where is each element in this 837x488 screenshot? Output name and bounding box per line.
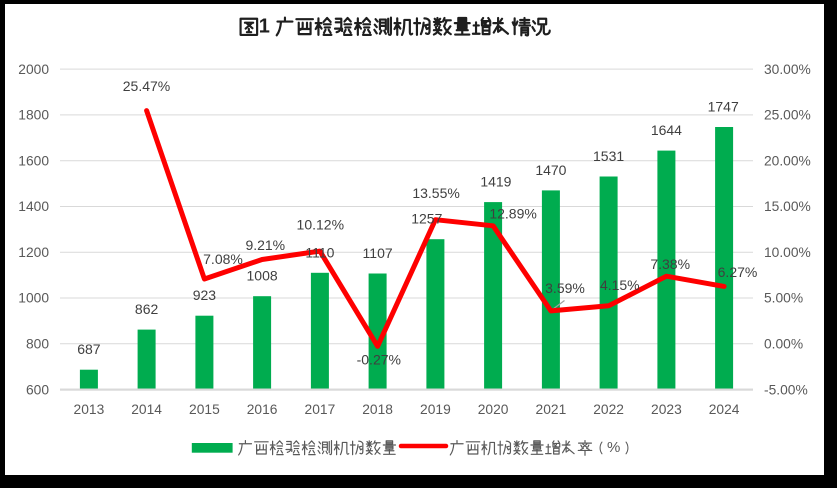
- svg-text:923: 923: [193, 287, 217, 303]
- svg-text:2020: 2020: [478, 402, 509, 417]
- svg-text:1800: 1800: [18, 108, 49, 123]
- svg-text:15.00%: 15.00%: [764, 199, 811, 214]
- svg-text:1008: 1008: [247, 268, 278, 284]
- svg-text:2016: 2016: [247, 402, 278, 417]
- svg-text:2022: 2022: [593, 402, 624, 417]
- svg-text:7.08%: 7.08%: [203, 251, 243, 267]
- svg-text:862: 862: [135, 301, 159, 317]
- svg-text:1531: 1531: [593, 148, 624, 164]
- svg-text:2000: 2000: [18, 62, 49, 77]
- svg-text:2018: 2018: [362, 402, 393, 417]
- svg-text:1000: 1000: [18, 291, 49, 306]
- svg-text:1644: 1644: [651, 122, 682, 138]
- svg-text:2024: 2024: [709, 402, 740, 417]
- svg-text:2023: 2023: [651, 402, 682, 417]
- svg-text:1747: 1747: [708, 99, 739, 115]
- svg-text:1257: 1257: [411, 211, 442, 227]
- svg-text:5.00%: 5.00%: [764, 291, 803, 306]
- svg-text:25.47%: 25.47%: [123, 78, 170, 94]
- svg-text:1600: 1600: [18, 153, 49, 168]
- svg-text:3.59%: 3.59%: [545, 280, 585, 296]
- svg-text:10.12%: 10.12%: [297, 217, 344, 233]
- svg-text:30.00%: 30.00%: [764, 62, 811, 77]
- svg-text:2015: 2015: [189, 402, 220, 417]
- svg-text:2017: 2017: [305, 402, 336, 417]
- svg-text:-5.00%: -5.00%: [764, 382, 808, 397]
- svg-text:1400: 1400: [18, 199, 49, 214]
- svg-text:9.21%: 9.21%: [245, 237, 285, 253]
- svg-text:2021: 2021: [536, 402, 567, 417]
- svg-text:600: 600: [26, 382, 49, 397]
- svg-text:12.89%: 12.89%: [489, 206, 536, 222]
- svg-text:6.27%: 6.27%: [718, 264, 758, 280]
- svg-text:4.15%: 4.15%: [600, 277, 640, 293]
- svg-text:2019: 2019: [420, 402, 451, 417]
- svg-text:20.00%: 20.00%: [764, 153, 811, 168]
- svg-text:13.55%: 13.55%: [412, 185, 459, 201]
- svg-text:1110: 1110: [305, 244, 334, 260]
- svg-text:2014: 2014: [131, 402, 162, 417]
- svg-text:1200: 1200: [18, 245, 49, 260]
- svg-text:1107: 1107: [363, 245, 393, 261]
- svg-text:687: 687: [77, 341, 101, 357]
- svg-text:2013: 2013: [74, 402, 105, 417]
- svg-text:%: %: [607, 439, 620, 456]
- svg-text:10.00%: 10.00%: [764, 245, 811, 260]
- svg-text:1419: 1419: [480, 174, 511, 190]
- svg-text:1: 1: [259, 15, 270, 37]
- svg-text:-0.27%: -0.27%: [357, 351, 401, 367]
- svg-text:25.00%: 25.00%: [764, 108, 811, 123]
- svg-text:0.00%: 0.00%: [764, 337, 803, 352]
- svg-text:7.38%: 7.38%: [650, 256, 690, 272]
- svg-text:800: 800: [26, 337, 49, 352]
- svg-text:1470: 1470: [535, 162, 566, 178]
